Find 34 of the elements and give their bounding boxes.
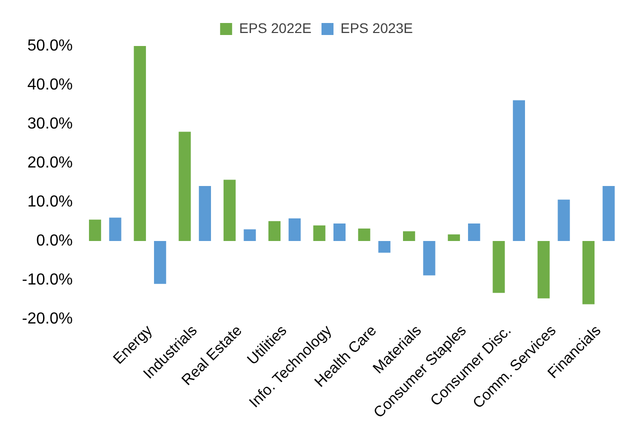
- bar: [154, 241, 166, 284]
- bar: [358, 228, 370, 242]
- y-tick-label: -10.0%: [22, 271, 73, 288]
- y-tick-label: -20.0%: [22, 310, 73, 328]
- bar: [468, 223, 480, 242]
- y-tick-label: 50.0%: [27, 37, 73, 54]
- bar: [448, 234, 460, 242]
- bar: [602, 186, 615, 242]
- y-tick-label: 20.0%: [27, 154, 73, 172]
- bar: [333, 223, 346, 242]
- bar: [224, 180, 236, 242]
- bar: [109, 218, 122, 242]
- bar: [134, 46, 146, 242]
- bar: [313, 225, 326, 242]
- bar: [268, 221, 281, 242]
- bar: [558, 200, 570, 242]
- bar: [423, 241, 436, 276]
- y-tick-label: 40.0%: [27, 76, 73, 94]
- bar: [582, 241, 595, 304]
- legend-label: EPS 2023E: [340, 20, 413, 36]
- bar: [88, 220, 102, 242]
- legend-label: EPS 2022E: [239, 20, 312, 36]
- bar: [244, 229, 256, 242]
- y-tick-label: 30.0%: [27, 115, 73, 132]
- y-tick-label: 10.0%: [27, 193, 73, 210]
- bar: [178, 132, 191, 242]
- bar: [492, 241, 505, 293]
- y-tick-label: 0.0%: [36, 232, 73, 250]
- bar: [538, 241, 550, 298]
- bar: [512, 100, 526, 242]
- bar: [288, 218, 301, 242]
- bar: [378, 241, 390, 253]
- bar: [198, 186, 211, 242]
- bar: [402, 231, 416, 242]
